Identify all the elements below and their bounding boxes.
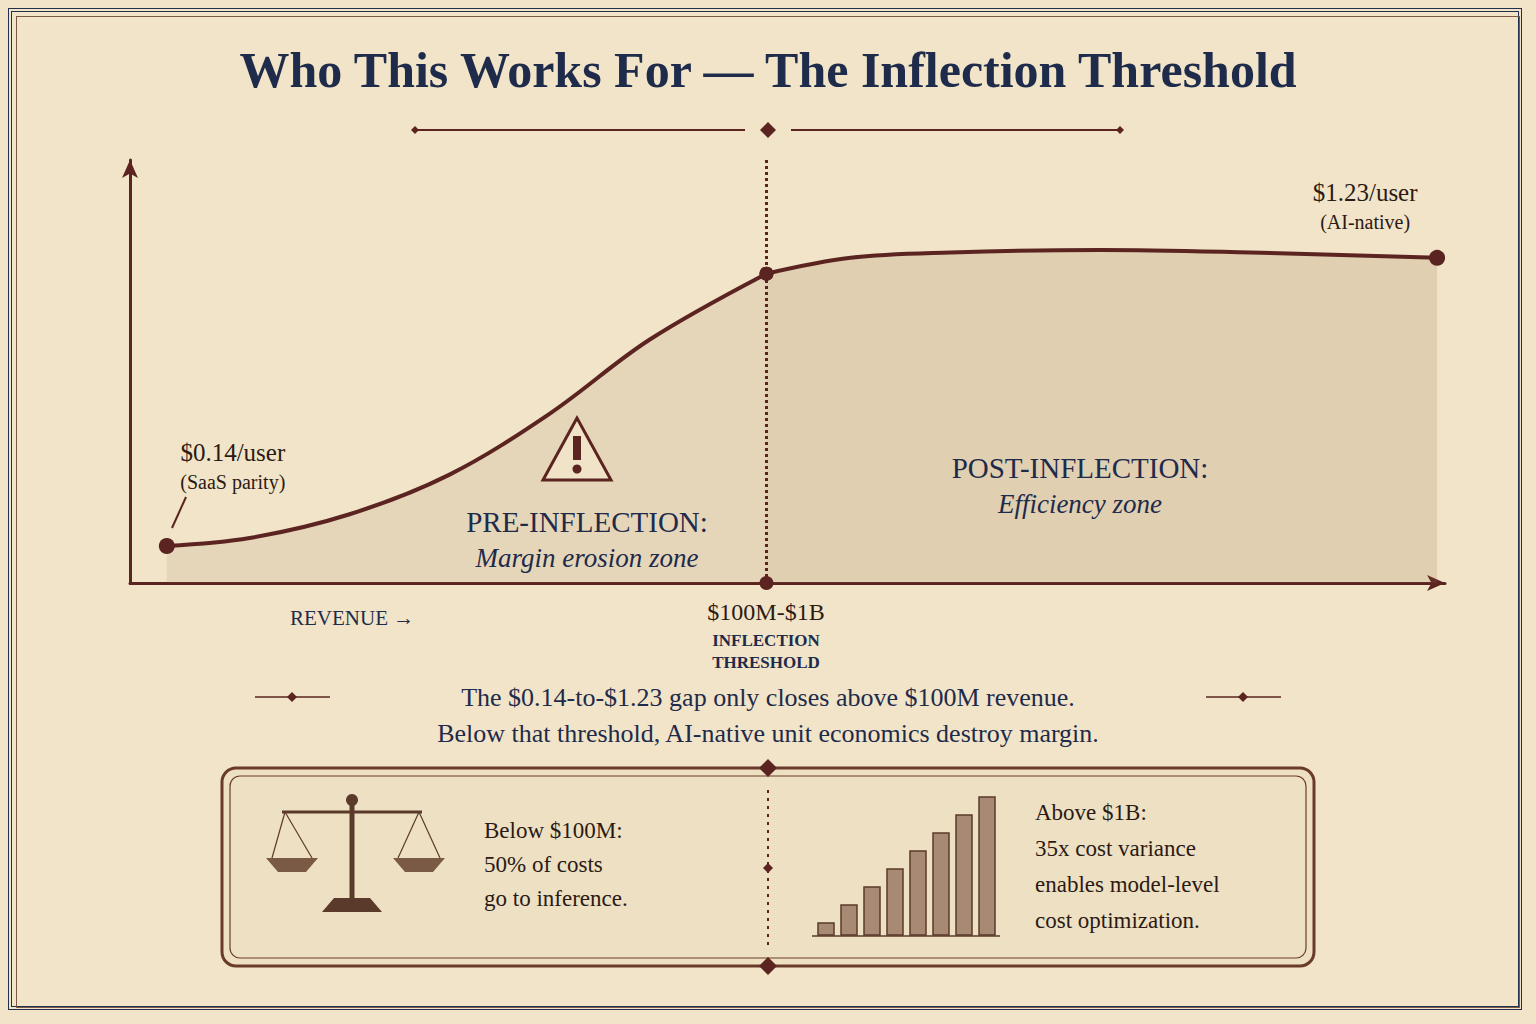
svg-text:Efficiency zone: Efficiency zone	[997, 489, 1162, 519]
svg-text:Below $100M:: Below $100M:	[484, 818, 623, 843]
svg-text:$100M-$1B: $100M-$1B	[707, 599, 824, 625]
svg-text:35x cost variance: 35x cost variance	[1035, 836, 1196, 861]
svg-text:50% of costs: 50% of costs	[484, 852, 603, 877]
svg-text:Who This Works For — The Infle: Who This Works For — The Inflection Thre…	[239, 42, 1296, 98]
svg-text:$0.14/user: $0.14/user	[180, 439, 286, 466]
svg-text:enables model-level: enables model-level	[1035, 872, 1220, 897]
svg-text:THRESHOLD: THRESHOLD	[712, 653, 820, 672]
svg-text:PRE-INFLECTION:: PRE-INFLECTION:	[466, 506, 708, 538]
svg-text:go to inference.: go to inference.	[484, 886, 628, 911]
svg-text:Margin erosion zone: Margin erosion zone	[475, 543, 699, 573]
svg-text:POST-INFLECTION:: POST-INFLECTION:	[952, 452, 1209, 484]
svg-text:Above $1B:: Above $1B:	[1035, 800, 1147, 825]
svg-text:cost optimization.: cost optimization.	[1035, 908, 1200, 933]
svg-text:(SaaS parity): (SaaS parity)	[180, 471, 285, 494]
svg-text:INFLECTION: INFLECTION	[712, 631, 820, 650]
svg-text:REVENUE →: REVENUE →	[290, 606, 414, 630]
svg-text:Below that threshold, AI-nativ: Below that threshold, AI-native unit eco…	[437, 719, 1099, 748]
svg-text:$1.23/user: $1.23/user	[1313, 179, 1419, 206]
svg-text:The $0.14-to-$1.23 gap only cl: The $0.14-to-$1.23 gap only closes above…	[461, 683, 1075, 712]
svg-text:(AI-native): (AI-native)	[1320, 211, 1410, 234]
